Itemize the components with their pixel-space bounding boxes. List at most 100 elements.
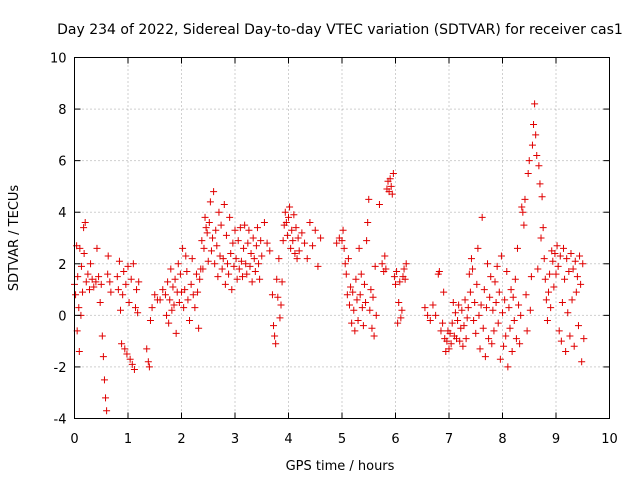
data-point	[451, 309, 459, 317]
data-point	[77, 262, 85, 270]
data-point	[237, 257, 245, 265]
data-point	[476, 345, 484, 353]
data-point	[470, 317, 478, 325]
data-point	[440, 288, 448, 296]
data-point	[552, 270, 560, 278]
data-point	[517, 311, 525, 319]
data-point	[225, 270, 233, 278]
data-point	[226, 213, 234, 221]
data-point	[386, 175, 394, 183]
y-tick-label: 8	[58, 103, 66, 118]
data-point	[81, 219, 89, 227]
data-point	[169, 283, 177, 291]
data-point	[96, 298, 104, 306]
data-point	[516, 340, 524, 348]
data-points	[71, 100, 588, 415]
data-point	[278, 278, 286, 286]
data-point	[508, 347, 516, 355]
data-point	[366, 306, 374, 314]
data-point	[117, 306, 125, 314]
data-point	[530, 121, 538, 129]
data-point	[288, 226, 296, 234]
data-point	[241, 221, 249, 229]
data-point	[340, 244, 348, 252]
data-point	[352, 275, 360, 283]
data-point	[525, 157, 533, 165]
data-point	[294, 234, 302, 242]
data-point	[367, 286, 375, 294]
data-point	[333, 239, 341, 247]
data-point	[272, 340, 280, 348]
data-point	[203, 229, 211, 237]
data-point	[540, 255, 548, 263]
data-point	[446, 329, 454, 337]
data-point	[192, 270, 200, 278]
data-point	[395, 298, 403, 306]
data-point	[507, 286, 515, 294]
data-point	[271, 332, 279, 340]
data-point	[201, 213, 209, 221]
data-point	[231, 226, 239, 234]
data-point	[568, 296, 576, 304]
axis-ticks	[74, 57, 610, 419]
data-point	[199, 265, 207, 273]
data-point	[243, 270, 251, 278]
data-point	[164, 278, 172, 286]
data-point	[435, 268, 443, 276]
y-tick-label: 2	[58, 258, 66, 273]
data-point	[255, 260, 263, 268]
data-point	[103, 407, 111, 415]
data-point	[467, 255, 475, 263]
data-point	[204, 257, 212, 265]
data-point	[263, 239, 271, 247]
data-point	[277, 301, 285, 309]
data-point	[122, 280, 130, 288]
x-tick-label: 9	[552, 432, 560, 447]
data-point	[488, 340, 496, 348]
x-tick-label: 8	[498, 432, 506, 447]
data-point	[371, 262, 379, 270]
data-point	[120, 268, 128, 276]
x-tick-label: 4	[284, 432, 292, 447]
data-point	[270, 322, 278, 330]
data-point	[191, 304, 199, 312]
data-point	[387, 182, 395, 190]
data-point	[287, 244, 295, 252]
data-point	[579, 260, 587, 268]
data-point	[556, 252, 564, 260]
data-point	[118, 340, 126, 348]
data-point	[314, 262, 322, 270]
data-point	[125, 298, 133, 306]
data-point	[124, 262, 132, 270]
data-point	[119, 291, 127, 299]
data-point	[497, 252, 505, 260]
data-point	[532, 131, 540, 139]
data-point	[244, 239, 252, 247]
data-point	[495, 288, 503, 296]
data-point	[557, 337, 565, 345]
data-point	[115, 257, 123, 265]
data-point	[166, 296, 174, 304]
y-tick-label: 4	[58, 206, 66, 221]
data-point	[571, 257, 579, 265]
data-point	[572, 288, 580, 296]
data-point	[393, 268, 401, 276]
data-point	[113, 273, 121, 281]
data-point	[554, 262, 562, 270]
data-point	[402, 260, 410, 268]
data-point	[538, 193, 546, 201]
data-point	[233, 275, 241, 283]
data-point	[200, 244, 208, 252]
data-point	[486, 293, 494, 301]
data-point	[350, 306, 358, 314]
data-point	[195, 324, 203, 332]
x-tick-label: 6	[391, 432, 399, 447]
data-point	[461, 296, 469, 304]
data-point	[364, 219, 372, 227]
data-point	[181, 286, 189, 294]
data-point	[130, 366, 138, 374]
data-point	[156, 296, 164, 304]
data-point	[99, 353, 107, 361]
data-point	[253, 224, 261, 232]
data-point	[289, 237, 297, 245]
